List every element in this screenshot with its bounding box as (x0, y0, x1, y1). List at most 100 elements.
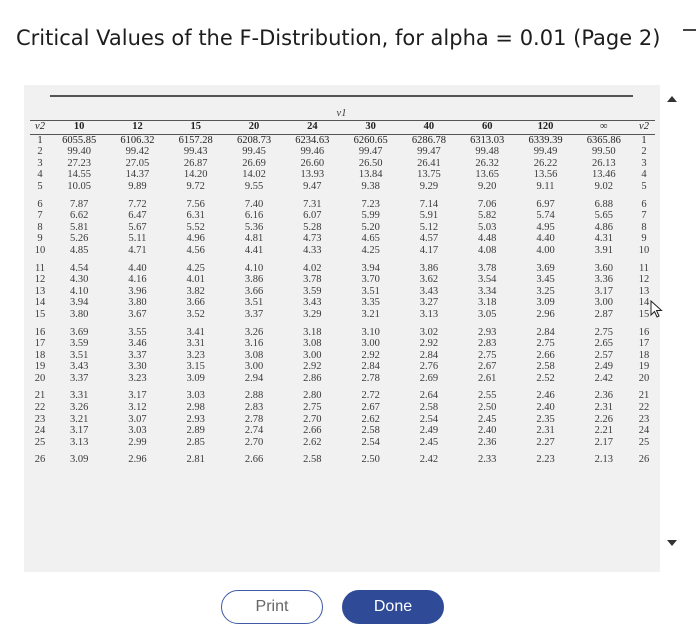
table-cell: 2.50 (361, 454, 380, 466)
table-cell: 5.36 (244, 221, 264, 233)
table-cell: 13.93 (300, 169, 325, 181)
table-cell: 6.88 (594, 198, 614, 210)
table-cell: 2.93 (478, 326, 497, 338)
table-cell: 26.87 (183, 157, 208, 169)
table-cell: 9.20 (478, 180, 497, 192)
table-cell: 99.47 (358, 146, 383, 158)
column-header: 20 (224, 119, 284, 135)
table-cell: 4.56 (186, 244, 205, 256)
table-cell: 4.54 (69, 262, 89, 274)
table-cell: 3.43 (419, 285, 439, 297)
table-cell: 2.94 (244, 372, 264, 384)
table-cell: 9.89 (128, 180, 147, 192)
table-cell: 6157.28 (178, 134, 213, 146)
row-label-left: 12 (34, 274, 46, 286)
table-cell: 3.00 (594, 297, 614, 309)
table-cell: 14.02 (242, 169, 266, 181)
table-cell: 26.41 (417, 157, 441, 169)
table-cell: 3.08 (303, 338, 322, 350)
table-cell: 3.59 (69, 338, 89, 350)
nu2-label-left: ν2 (30, 119, 50, 135)
table-cell: 3.12 (128, 402, 147, 414)
table-cell: 4.08 (478, 244, 497, 256)
table-cell: 2.65 (594, 338, 614, 350)
table-cell: 2.78 (361, 372, 380, 384)
row-label-left: 15 (34, 308, 46, 320)
table-cell: 3.26 (244, 326, 264, 338)
row-label-right: 10 (638, 244, 650, 256)
row-label-left: 5 (37, 180, 43, 192)
table-cell: 4.10 (69, 285, 89, 297)
row-label-right: 16 (638, 326, 650, 338)
table-cell: 3.05 (478, 308, 497, 320)
table-cell: 2.84 (361, 361, 380, 373)
row-label-right: 21 (638, 390, 650, 402)
table-cell: 2.58 (419, 402, 439, 414)
table-cell: 9.47 (303, 180, 322, 192)
table-cell: 9.02 (594, 180, 614, 192)
table-cell: 27.05 (125, 157, 150, 169)
table-cell: 3.80 (69, 308, 89, 320)
row-label-right: 9 (641, 233, 647, 245)
column-header: 120 (516, 119, 575, 135)
table-cell: 2.93 (186, 413, 205, 425)
table-cell: 99.50 (592, 146, 616, 158)
table-cell: 3.41 (186, 326, 205, 338)
table-cell: 26.32 (475, 157, 500, 169)
table-cell: 6365.86 (586, 134, 621, 146)
row-label-left: 10 (34, 244, 46, 256)
table-cell: 3.66 (186, 297, 205, 309)
table-cell: 13.65 (475, 169, 500, 181)
table-cell: 27.23 (67, 157, 91, 169)
row-label-left: 1 (37, 134, 43, 146)
table-cell: 5.65 (594, 210, 614, 222)
table-cell: 26.22 (533, 157, 558, 169)
table-cell: 99.47 (417, 146, 441, 158)
table-cell: 5.82 (478, 210, 497, 222)
table-cell: 3.31 (69, 390, 89, 402)
scroll-up-arrow-icon[interactable] (667, 96, 677, 102)
done-button[interactable]: Done (342, 590, 444, 624)
table-cell: 3.17 (128, 390, 147, 402)
row-label-left: 20 (34, 372, 46, 384)
table-cell: 9.72 (186, 180, 205, 192)
scroll-down-arrow-icon[interactable] (667, 540, 677, 546)
row-label-right: 7 (641, 210, 647, 222)
table-cell: 2.92 (419, 338, 439, 350)
table-cell: 7.56 (186, 198, 205, 210)
table-cell: 3.69 (69, 326, 89, 338)
table-cell: 3.03 (186, 390, 205, 402)
table-cell: 7.72 (128, 198, 147, 210)
table-cell: 3.94 (361, 262, 380, 274)
table-cell: 6.97 (536, 198, 555, 210)
table-cell: 3.67 (128, 308, 147, 320)
table-cell: 3.13 (419, 308, 439, 320)
print-button[interactable]: Print (221, 590, 323, 624)
nu2-label-right: ν2 (633, 119, 655, 135)
minimize-icon[interactable] (683, 29, 696, 31)
row-label-left: 25 (34, 436, 46, 448)
table-cell: 2.92 (303, 361, 322, 373)
table-cell: 3.69 (536, 262, 555, 274)
table-cell: 3.18 (303, 326, 322, 338)
table-row: 13 4.10 3.96 3.82 3.66 3.59 3.51 3.43 3.34 3.25 3.… (30, 286, 655, 298)
table-cell: 5.12 (419, 221, 439, 233)
table-row: 17 3.59 3.46 3.31 3.16 3.08 3.00 2.92 2.83 2.75 2.… (30, 338, 655, 350)
table-cell: 5.03 (478, 221, 497, 233)
table-cell: 4.48 (478, 233, 497, 245)
row-label-right: 19 (638, 361, 650, 373)
table-cell: 3.34 (478, 285, 497, 297)
table-cell: 6313.03 (470, 134, 505, 146)
table-row: 5 10.05 9.89 9.72 9.55 9.47 9.38 9.29 9.20 9.11 9.… (30, 181, 655, 193)
column-header: 30 (341, 119, 400, 135)
table-cell: 2.61 (478, 372, 497, 384)
row-label-left: 17 (34, 338, 46, 350)
table-cell: 4.41 (244, 244, 264, 256)
row-label-right: 1 (641, 134, 647, 146)
table-cell: 2.66 (536, 349, 555, 361)
table-cell: 3.08 (244, 349, 264, 361)
table-cell: 2.49 (594, 361, 614, 373)
table-cell: 3.51 (69, 349, 89, 361)
table-cell: 6.31 (186, 210, 205, 222)
table-cell: 5.28 (303, 221, 322, 233)
